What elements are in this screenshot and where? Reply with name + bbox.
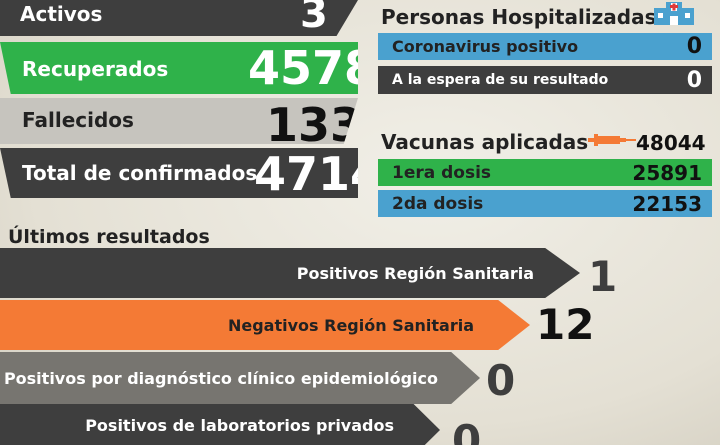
result-row-positivos-region-label: Positivos Región Sanitaria bbox=[296, 263, 534, 283]
result-row-clinico-value: 0 bbox=[486, 356, 516, 405]
hospital-row-waiting: A la espera de su resultado 0 bbox=[378, 66, 712, 94]
stat-recuperados-value: 4578 bbox=[248, 41, 377, 95]
stat-total-value: 4714 bbox=[254, 147, 383, 201]
result-row-privados: Positivos de laboratorios privados bbox=[0, 404, 440, 445]
vaccine-dose-2-label: 2da dosis bbox=[392, 193, 484, 214]
stat-fallecidos-label: Fallecidos bbox=[22, 108, 134, 132]
vaccine-dose-2-value: 22153 bbox=[632, 191, 702, 216]
result-row-negativos-region: Negativos Región Sanitaria bbox=[0, 300, 530, 350]
result-row-positivos-region-value: 1 bbox=[588, 252, 618, 301]
hospital-row-waiting-value: 0 bbox=[686, 67, 702, 93]
stat-activos: Activos 3 bbox=[0, 0, 358, 36]
syringe-icon bbox=[588, 129, 636, 151]
vaccines-title: Vacunas aplicadas bbox=[381, 130, 589, 154]
result-row-negativos-region-label: Negativos Región Sanitaria bbox=[227, 315, 474, 335]
hospital-title: Personas Hospitalizadas bbox=[381, 5, 657, 29]
hospital-row-waiting-label: A la espera de su resultado bbox=[392, 72, 609, 88]
results-title: Últimos resultados bbox=[8, 226, 210, 248]
stat-total-label: Total de confirmados bbox=[22, 161, 258, 185]
vaccine-dose-2: 2da dosis 22153 bbox=[378, 190, 712, 217]
hospital-icon bbox=[652, 0, 696, 26]
hospital-row-positive-value: 0 bbox=[686, 34, 702, 59]
stat-fallecidos: Fallecidos 133 bbox=[0, 98, 358, 144]
vaccine-dose-1-value: 25891 bbox=[632, 160, 702, 185]
stat-recuperados: Recuperados 4578 bbox=[0, 42, 358, 94]
stat-total: Total de confirmados 4714 bbox=[0, 148, 358, 198]
stat-activos-label: Activos bbox=[20, 2, 103, 26]
result-row-positivos-region: Positivos Región Sanitaria bbox=[0, 248, 580, 298]
result-row-privados-value: 0 bbox=[452, 416, 482, 445]
result-row-negativos-region-value: 12 bbox=[536, 300, 595, 349]
stat-fallecidos-value: 133 bbox=[266, 98, 363, 152]
result-row-clinico-label: Positivos por diagnóstico clínico epidem… bbox=[3, 368, 438, 388]
vaccines-total: 48044 bbox=[636, 131, 706, 155]
hospital-row-positive: Coronavirus positivo 0 bbox=[378, 33, 712, 60]
vaccine-dose-1: 1era dosis 25891 bbox=[378, 159, 712, 186]
hospital-row-positive-label: Coronavirus positivo bbox=[392, 37, 579, 56]
stat-activos-value: 3 bbox=[300, 0, 328, 37]
result-row-clinico: Positivos por diagnóstico clínico epidem… bbox=[0, 352, 480, 404]
vaccine-dose-1-label: 1era dosis bbox=[392, 162, 492, 183]
result-row-privados-label: Positivos de laboratorios privados bbox=[85, 416, 394, 435]
stat-recuperados-label: Recuperados bbox=[22, 57, 169, 81]
